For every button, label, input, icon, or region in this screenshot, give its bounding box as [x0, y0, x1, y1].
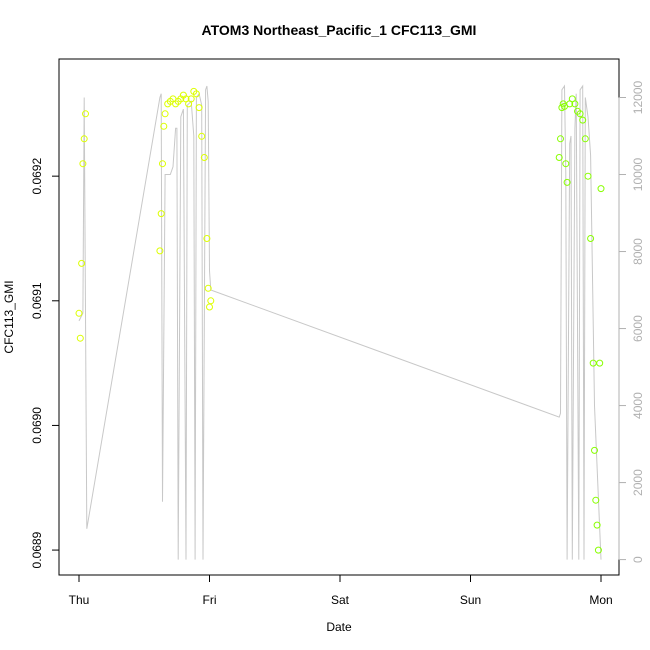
y-axis-right: 0 2000 4000 6000 8000 10000 12000	[618, 80, 645, 563]
data-point	[592, 496, 600, 504]
data-point	[207, 297, 215, 305]
data-point	[79, 160, 87, 168]
chart-title: ATOM3 Northeast_Pacific_1 CFC113_GMI	[202, 22, 477, 38]
y2-tick-label: 2000	[631, 469, 645, 496]
x-tick-label: Sun	[460, 593, 481, 607]
cfc113-series	[75, 87, 605, 554]
data-point	[593, 521, 601, 529]
y-axis-label: CFC113_GMI	[2, 280, 16, 353]
x-tick-label: Fri	[203, 593, 217, 607]
data-point	[557, 135, 564, 143]
data-point	[160, 122, 168, 130]
data-point	[587, 235, 595, 242]
data-point	[195, 104, 203, 112]
x-tick-label: Mon	[589, 593, 612, 607]
data-point	[589, 359, 597, 367]
y2-tick-label: 12000	[631, 80, 645, 114]
data-point	[206, 303, 213, 311]
data-point	[78, 259, 86, 267]
data-point	[581, 135, 589, 143]
data-point	[187, 95, 195, 103]
y-tick-label: 0.0692	[30, 158, 44, 195]
data-point	[594, 546, 602, 554]
data-point	[75, 309, 83, 317]
data-point	[76, 334, 84, 342]
x-tick-label: Thu	[69, 593, 90, 607]
data-point	[161, 110, 169, 118]
data-point	[591, 446, 598, 454]
data-point	[204, 284, 212, 292]
data-point	[80, 135, 88, 143]
y2-tick-label: 6000	[631, 315, 645, 342]
data-point	[579, 116, 587, 124]
y-axis-left: 0.0689 0.0690 0.0691 0.0692	[30, 158, 60, 568]
x-tick-label: Sat	[331, 593, 350, 607]
data-point	[82, 110, 89, 118]
data-point	[584, 172, 592, 180]
data-point	[571, 100, 579, 108]
y2-tick-label: 8000	[631, 238, 645, 265]
data-point	[200, 154, 208, 161]
y2-tick-label: 10000	[631, 157, 645, 191]
data-point	[203, 235, 211, 242]
x-axis-label: Date	[326, 620, 352, 634]
plot-frame	[58, 58, 620, 576]
data-point	[597, 185, 605, 193]
y-tick-label: 0.0690	[30, 407, 44, 444]
data-point	[563, 178, 571, 186]
data-point	[596, 359, 604, 367]
y-tick-label: 0.0689	[30, 531, 44, 568]
y-tick-label: 0.0691	[30, 282, 44, 319]
altitude-line	[78, 84, 602, 560]
data-point	[157, 210, 165, 218]
x-axis: Thu Fri Sat Sun Mon	[69, 574, 613, 607]
data-point	[562, 160, 570, 168]
data-point	[555, 154, 563, 161]
data-point	[198, 132, 206, 140]
data-point	[576, 110, 584, 118]
altitude-series	[78, 84, 602, 560]
y2-tick-label: 0	[631, 556, 645, 563]
data-point	[192, 90, 200, 98]
data-point	[156, 247, 164, 255]
y2-tick-label: 4000	[631, 392, 645, 419]
data-point	[159, 160, 166, 168]
